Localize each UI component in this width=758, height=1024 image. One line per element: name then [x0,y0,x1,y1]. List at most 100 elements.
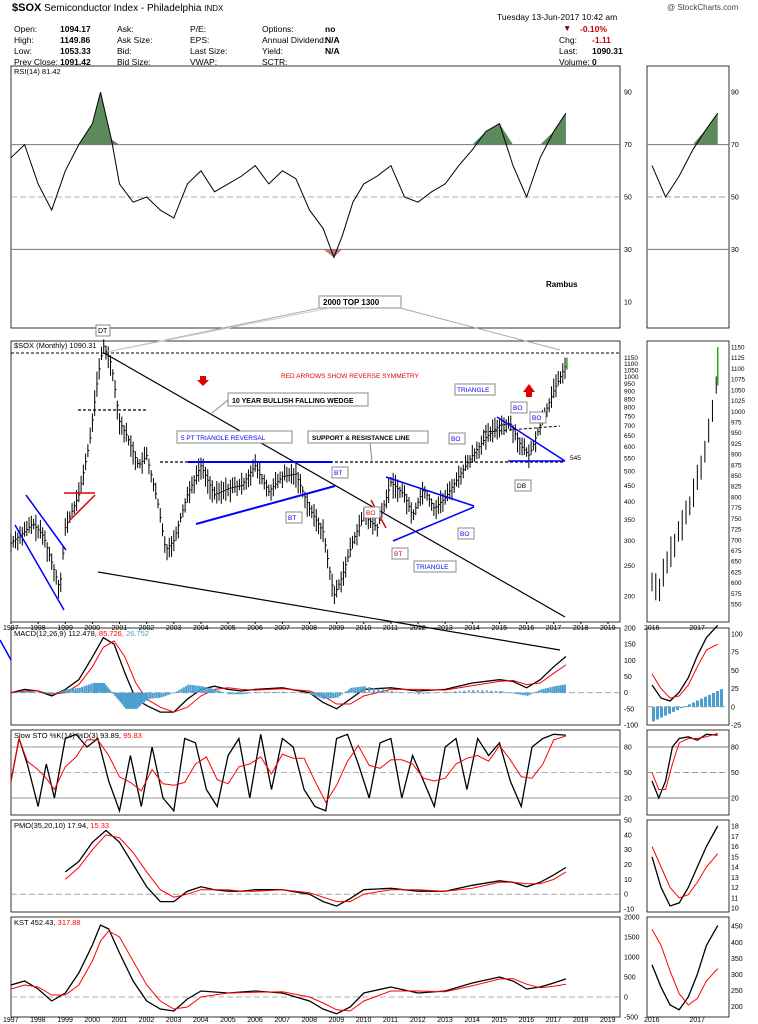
macd-hist-bar [63,690,66,693]
dashed-line [483,425,561,433]
bt-label: BT [394,551,402,558]
panel-frame [10,627,621,726]
macd-hist-bar [228,692,231,695]
kst-tick: 1500 [624,935,640,942]
macd-hist-bar [17,691,20,693]
db-label: DB [517,483,526,490]
quote-value: no [325,24,336,34]
macd-hist-bar [413,692,416,694]
macd-hist-bar [148,692,151,699]
macd-hist-bar [108,689,111,693]
macd-hist-bar [216,690,219,693]
macd-hist-bar [99,682,102,693]
macd-hist-bar [517,692,520,695]
quote-label: Open: [14,24,38,34]
sto-panel [10,732,729,814]
pmo-inset-tick: 11 [731,895,738,902]
macd-hist-bar [557,685,560,693]
inset-y-tick: 875 [731,462,742,469]
pmo-inset-tick: 16 [731,844,739,851]
x-tick-label: 2007 [274,625,290,632]
quote-label: Prev Close: [14,57,58,67]
quote-label: Bid Size: [117,57,151,67]
macd-hist-bar [327,692,330,699]
macd-hist-bar [178,689,181,693]
macd-hist-bar [352,687,355,693]
macd-hist-bar [198,685,201,693]
red-arrow-down-icon [197,376,209,386]
level-545-label: 545 [570,455,581,462]
macd-hist-bar [22,691,25,693]
inset-y-tick: 625 [731,569,742,576]
price-y-tick: 700 [624,423,635,430]
sto-legend: Slow STO %K(14) %D(3) 93.89, 95.83 [14,731,142,740]
macd-hist-bar [246,692,249,694]
macd-tick: 0 [624,690,628,697]
macd-hist-bar [171,692,174,694]
macd-hist-bar [207,687,210,693]
price-y-tick: 450 [624,483,635,490]
top-label-box [318,295,402,309]
macd-hist-bar [542,688,545,693]
macd-hist-bar [522,692,525,696]
price-y-tick: 200 [624,593,635,600]
macd-hist-bar [467,690,470,693]
x-tick-label: 2002 [139,625,155,632]
rambus-label: Rambus [546,280,578,289]
macd-hist-bar [187,684,190,693]
macd-hist-bar [141,692,144,704]
price-y-tick: 800 [624,405,635,412]
inset-y-tick: 975 [731,419,742,426]
pmo-inset-tick: 12 [731,885,739,892]
macd-hist-bar [65,689,68,693]
macd-inset-hist [712,692,715,707]
x-tick-label: 2014 [464,1017,480,1024]
macd-inset-signal [651,643,718,699]
macd-inset-tick: -25 [731,723,741,730]
bt-label: BO [460,531,469,538]
index-name: Semiconductor Index - Philadelphia [44,3,202,14]
macd-hist-bar [139,692,142,706]
pointer-line [106,307,331,353]
x-tick-label: 2001 [112,625,128,632]
kst-tick: 1000 [624,955,640,962]
inset-y-tick: 750 [731,516,742,523]
macd-inset-tick: 25 [731,686,739,693]
macd-hist-bar [81,687,84,693]
macd-hist-bar [69,688,72,693]
x-tick-label: 2011 [383,1017,398,1024]
macd-hist-bar [264,691,267,693]
x-tick-label: 2010 [356,1017,372,1024]
macd-hist-bar [490,690,493,693]
pmo-inset-signal [651,846,719,899]
macd-hist-bar [232,692,235,695]
inset-y-tick: 575 [731,591,742,598]
pmo-inset-tick: 15 [731,854,739,861]
triangle-label: TRIANGLE [457,387,490,394]
rsi-inset-tick: 30 [731,247,739,254]
channel-line [0,639,12,661]
macd-hist-bar [53,692,56,694]
rsi-tick: 50 [624,195,632,202]
macd-hist-bar [519,692,522,695]
macd-inset-hist [696,700,699,707]
x-tick-label: 2017 [546,625,562,632]
macd-hist-bar [85,685,88,693]
macd-hist-bar [214,689,217,693]
rsi-panel [10,92,729,259]
kst-legend: KST 452.43, 317.88 [14,918,81,927]
macd-hist-bar [87,684,90,693]
macd-tick: -50 [624,706,634,713]
macd-hist-bar [320,692,323,699]
x-tick-label: 2009 [329,1017,345,1024]
pmo-tick: 50 [624,818,632,825]
macd-hist-bar [117,692,120,701]
macd-hist-bar [74,688,77,693]
macd-hist-bar [94,682,97,693]
macd-hist-bar [277,691,280,693]
macd-hist-bar [194,685,197,693]
x-tick-label: 1998 [30,1017,46,1024]
macd-inset-line [651,624,719,702]
pointer-line [399,307,561,351]
macd-hist-bar [130,692,133,709]
